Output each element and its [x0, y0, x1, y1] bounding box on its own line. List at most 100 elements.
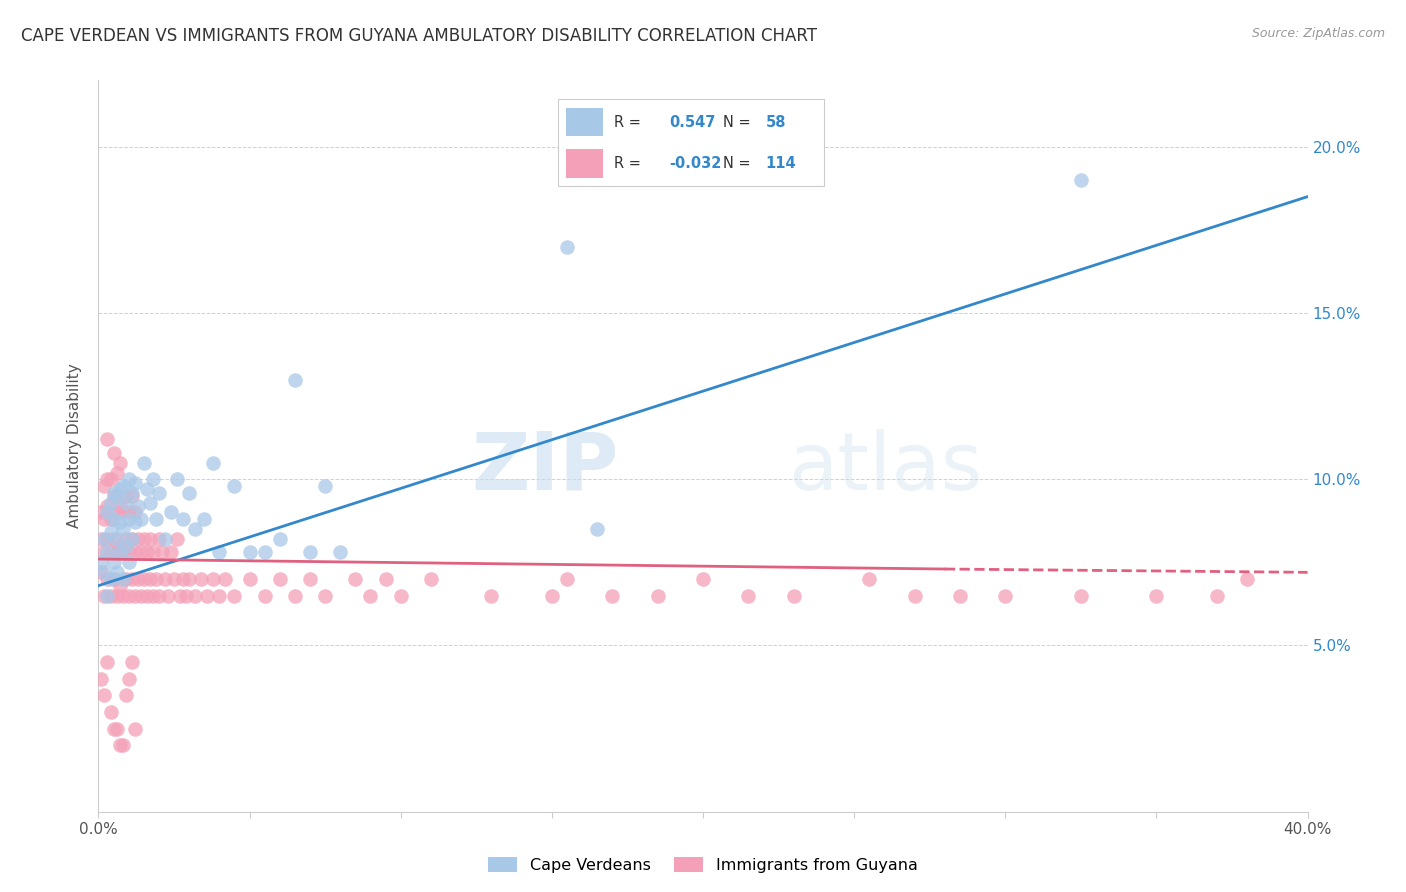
Point	[105, 589, 128, 603]
Point	[93, 589, 115, 603]
Point	[253, 545, 276, 559]
Text: CAPE VERDEAN VS IMMIGRANTS FROM GUYANA AMBULATORY DISABILITY CORRELATION CHART: CAPE VERDEAN VS IMMIGRANTS FROM GUYANA A…	[21, 27, 817, 45]
Point	[105, 722, 128, 736]
Point	[858, 572, 880, 586]
Point	[90, 672, 112, 686]
Point	[166, 532, 188, 546]
Point	[692, 572, 714, 586]
Point	[344, 572, 367, 586]
Text: ZIP: ZIP	[471, 429, 619, 507]
Point	[360, 589, 382, 603]
Point	[135, 482, 157, 496]
Point	[184, 589, 207, 603]
Point	[299, 572, 322, 586]
Point	[105, 532, 128, 546]
Point	[108, 456, 131, 470]
Point	[121, 489, 143, 503]
Point	[166, 472, 188, 486]
Point	[190, 572, 212, 586]
Y-axis label: Ambulatory Disability: Ambulatory Disability	[67, 364, 83, 528]
Point	[114, 532, 136, 546]
Point	[93, 689, 115, 703]
Point	[124, 722, 146, 736]
Point	[169, 589, 191, 603]
Point	[389, 589, 412, 603]
Point	[139, 495, 162, 509]
Point	[118, 545, 141, 559]
Point	[114, 572, 136, 586]
Point	[105, 545, 128, 559]
Text: Source: ZipAtlas.com: Source: ZipAtlas.com	[1251, 27, 1385, 40]
Point	[127, 499, 149, 513]
Point	[105, 489, 128, 503]
Point	[103, 572, 125, 586]
Point	[100, 525, 122, 540]
Point	[555, 239, 578, 253]
Point	[111, 506, 134, 520]
Point	[90, 532, 112, 546]
Point	[214, 572, 236, 586]
Point	[299, 545, 322, 559]
Point	[142, 545, 165, 559]
Point	[100, 705, 122, 719]
Point	[269, 572, 291, 586]
Point	[114, 539, 136, 553]
Point	[1144, 589, 1167, 603]
Point	[90, 506, 112, 520]
Point	[208, 589, 231, 603]
Point	[108, 516, 131, 530]
Point	[142, 589, 165, 603]
Point	[540, 589, 562, 603]
Point	[193, 512, 215, 526]
Point	[160, 545, 183, 559]
Point	[132, 456, 155, 470]
Point	[239, 572, 262, 586]
Point	[156, 589, 179, 603]
Point	[1236, 572, 1258, 586]
Point	[121, 485, 143, 500]
Point	[90, 566, 112, 580]
Point	[103, 532, 125, 546]
Point	[949, 589, 972, 603]
Point	[93, 545, 115, 559]
Point	[103, 485, 125, 500]
Point	[93, 566, 115, 580]
Point	[135, 589, 157, 603]
Point	[145, 572, 167, 586]
Point	[105, 506, 128, 520]
Point	[904, 589, 927, 603]
Point	[1070, 173, 1092, 187]
Point	[253, 589, 276, 603]
Point	[114, 495, 136, 509]
Point	[118, 512, 141, 526]
Point	[202, 456, 225, 470]
Point	[111, 545, 134, 559]
Point	[314, 589, 336, 603]
Point	[111, 572, 134, 586]
Point	[111, 522, 134, 536]
Point	[374, 572, 396, 586]
Point	[103, 445, 125, 459]
Point	[111, 589, 134, 603]
Point	[132, 572, 155, 586]
Point	[139, 532, 162, 546]
Point	[96, 655, 118, 669]
Point	[1206, 589, 1229, 603]
Point	[145, 512, 167, 526]
Point	[108, 499, 131, 513]
Point	[202, 572, 225, 586]
Point	[124, 589, 146, 603]
Point	[111, 479, 134, 493]
Point	[239, 545, 262, 559]
Point	[1070, 589, 1092, 603]
Text: atlas: atlas	[787, 429, 981, 507]
Point	[96, 506, 118, 520]
Point	[96, 472, 118, 486]
Point	[90, 555, 112, 569]
Point	[148, 589, 170, 603]
Point	[124, 506, 146, 520]
Point	[135, 545, 157, 559]
Point	[153, 572, 176, 586]
Point	[420, 572, 443, 586]
Point	[160, 506, 183, 520]
